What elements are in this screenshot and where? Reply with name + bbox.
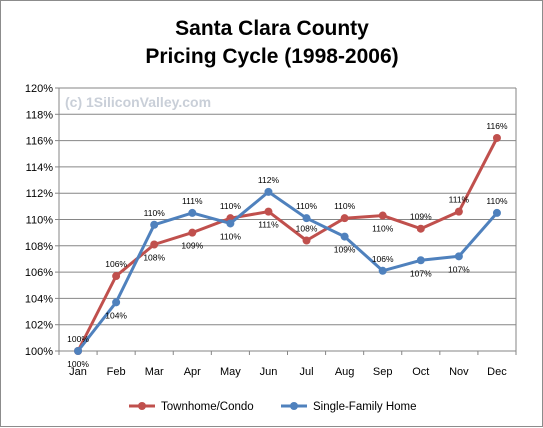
point-townhome-condo-feb <box>112 272 121 281</box>
data-label-townhome-condo-jul: 108% <box>296 224 318 234</box>
point-single-family-home-may <box>226 219 235 228</box>
xtick-label-jun: Jun <box>260 366 278 378</box>
point-single-family-home-aug <box>340 232 349 241</box>
point-single-family-home-dec <box>492 208 501 217</box>
ytick-label-108: 108% <box>25 241 53 253</box>
point-single-family-home-mar <box>150 220 159 229</box>
legend-marker-single-family-home <box>290 402 298 410</box>
xtick-label-may: May <box>220 366 241 378</box>
xtick-label-mar: Mar <box>145 366 164 378</box>
xtick-label-sep: Sep <box>373 366 393 378</box>
xtick-label-jul: Jul <box>300 366 314 378</box>
data-label-townhome-condo-mar: 108% <box>143 252 165 262</box>
data-label-single-family-home-jun: 112% <box>258 175 280 185</box>
ytick-label-100: 100% <box>25 346 53 358</box>
ytick-label-102: 102% <box>25 320 53 332</box>
legend-label-townhome-condo: Townhome/Condo <box>161 401 254 413</box>
data-label-townhome-condo-aug: 110% <box>334 201 356 211</box>
data-label-townhome-condo-feb: 106% <box>105 259 127 269</box>
ytick-label-112: 112% <box>26 188 54 200</box>
data-label-single-family-home-may: 110% <box>220 231 242 241</box>
point-townhome-condo-nov <box>454 207 463 216</box>
chart-title-line-2: Pricing Cycle (1998-2006) <box>145 45 398 68</box>
ytick-label-116: 116% <box>26 136 54 148</box>
xtick-label-dec: Dec <box>487 366 507 378</box>
data-label-single-family-home-sep: 106% <box>372 254 394 264</box>
legend-label-single-family-home: Single-Family Home <box>313 401 417 413</box>
data-label-townhome-condo-apr: 109% <box>181 241 203 251</box>
point-single-family-home-oct <box>416 256 425 265</box>
xtick-label-jan: Jan <box>69 366 87 378</box>
ytick-label-104: 104% <box>25 293 53 305</box>
xtick-label-nov: Nov <box>449 366 469 378</box>
data-label-single-family-home-oct: 107% <box>410 268 432 278</box>
data-label-townhome-condo-sep: 110% <box>372 224 394 234</box>
data-labels: 100% 106% 108% 109% 110% 111% 108% 110% 110% 109%… <box>67 121 508 369</box>
point-single-family-home-jul <box>302 214 311 223</box>
point-single-family-home-jun <box>264 187 273 196</box>
point-townhome-condo-jun <box>264 207 273 216</box>
point-townhome-condo-apr <box>188 228 197 237</box>
point-single-family-home-nov <box>454 252 463 261</box>
ytick-label-120: 120% <box>25 83 53 95</box>
ytick-label-110: 110% <box>26 215 54 227</box>
legend: Townhome/Condo Single-Family Home <box>129 401 417 413</box>
point-townhome-condo-mar <box>150 240 159 249</box>
axes: 100% 102% 104% 106% 108% 110% 112% 114% 116% 118%… <box>25 83 517 378</box>
point-townhome-condo-oct <box>416 224 425 233</box>
point-townhome-condo-aug <box>340 214 349 223</box>
series-line-single-family-home <box>76 190 499 352</box>
data-label-townhome-condo-oct: 109% <box>410 212 432 222</box>
data-label-single-family-home-jan: 100% <box>67 359 89 369</box>
ytick-label-118: 118% <box>26 109 54 121</box>
data-label-townhome-condo-may: 110% <box>220 201 242 211</box>
watermark: (c) 1SiliconValley.com <box>65 94 211 110</box>
point-single-family-home-feb <box>112 298 121 307</box>
ytick-label-114: 114% <box>26 162 54 174</box>
gridlines <box>59 87 516 352</box>
data-label-townhome-condo-jan: 100% <box>67 334 89 344</box>
xtick-label-feb: Feb <box>107 366 126 378</box>
data-label-single-family-home-aug: 109% <box>334 245 356 255</box>
xtick-label-aug: Aug <box>335 366 355 378</box>
chart-title-line-1: Santa Clara County <box>175 17 369 40</box>
data-label-townhome-condo-nov: 111% <box>449 195 470 205</box>
series-lines <box>74 133 501 355</box>
point-townhome-condo-jul <box>302 236 311 245</box>
data-label-single-family-home-jul: 110% <box>296 201 318 211</box>
data-label-single-family-home-nov: 107% <box>448 264 470 274</box>
point-single-family-home-jan <box>74 347 83 355</box>
data-label-townhome-condo-dec: 116% <box>486 121 508 131</box>
xtick-label-apr: Apr <box>184 366 201 378</box>
data-label-single-family-home-mar: 110% <box>144 208 166 218</box>
series-line-townhome-condo <box>76 137 499 352</box>
data-label-single-family-home-feb: 104% <box>105 310 127 320</box>
point-single-family-home-apr <box>188 208 197 217</box>
point-townhome-condo-sep <box>378 211 387 220</box>
ytick-label-106: 106% <box>25 267 53 279</box>
point-townhome-condo-dec <box>492 133 501 142</box>
data-label-single-family-home-apr: 111% <box>182 196 203 206</box>
data-label-townhome-condo-jun: 111% <box>258 220 279 230</box>
point-single-family-home-sep <box>378 266 387 275</box>
legend-marker-townhome-condo <box>138 402 146 410</box>
data-label-single-family-home-dec: 110% <box>486 196 508 206</box>
xtick-label-oct: Oct <box>412 366 429 378</box>
